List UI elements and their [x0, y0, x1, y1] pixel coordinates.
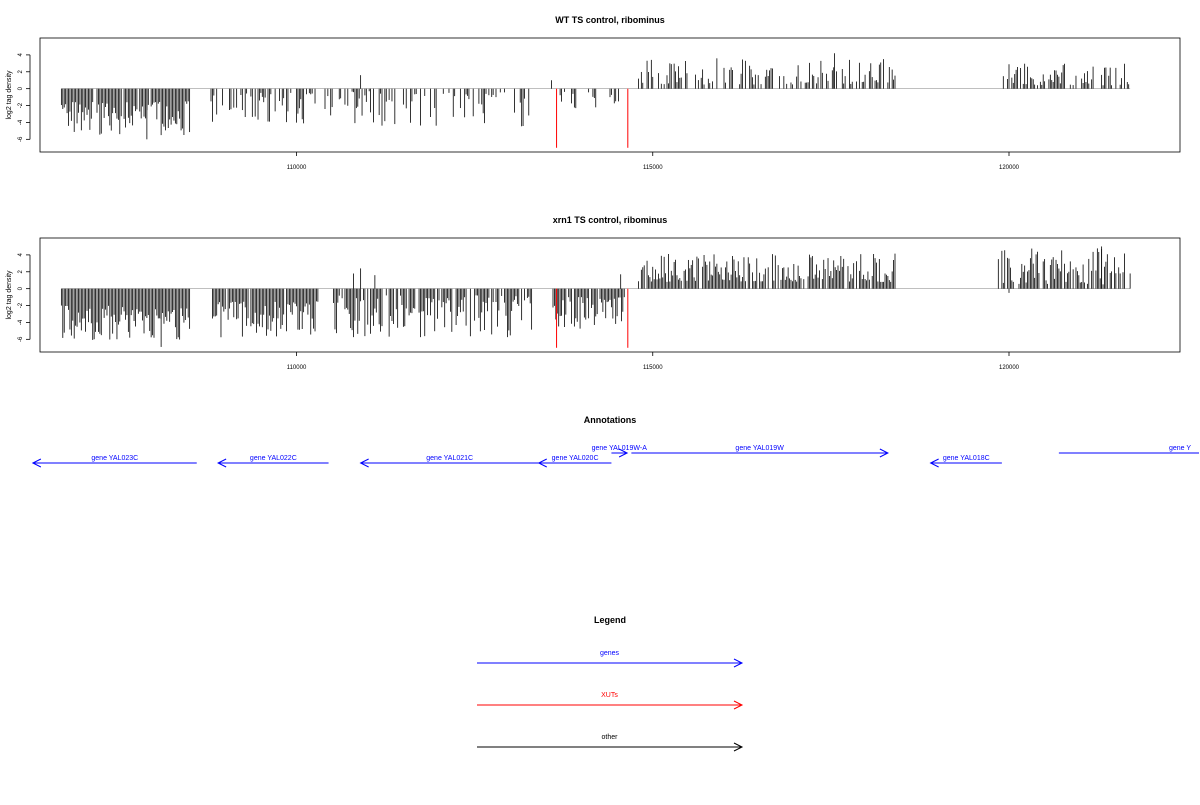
x-tick-label: 110000 — [287, 365, 307, 371]
panel-title: WT TS control, ribominus — [555, 15, 665, 25]
y-tick-label: 0 — [18, 86, 24, 90]
coverage-bars — [60, 53, 1131, 148]
legend-arrow-head — [733, 658, 744, 668]
gene-arrow-head — [217, 458, 227, 468]
y-tick-label: 4 — [18, 253, 24, 257]
x-axis: 110000 115000 120000 — [287, 152, 1020, 171]
panel-title: xrn1 TS control, ribominus — [553, 215, 668, 225]
gene-arrow-head — [929, 458, 939, 468]
x-tick-label: 120000 — [999, 365, 1020, 371]
x-tick-label: 110000 — [287, 165, 307, 171]
annotations-track: Annotations gene YAL023C gene YAL022C gene… — [31, 415, 1199, 468]
gene-annotation: gene YAL018C — [929, 455, 1002, 468]
x-tick-label: 120000 — [999, 165, 1020, 171]
y-tick-label: 2 — [18, 269, 24, 273]
y-axis: -6 -4 -2 0 2 4 — [18, 53, 31, 142]
legend-item-genes: genes — [477, 650, 744, 668]
legend-items: genes XUTs other — [477, 650, 744, 752]
gene-annotation: gene YAL019W — [631, 445, 889, 458]
legend-label: XUTs — [601, 692, 618, 699]
y-tick-label: 4 — [18, 53, 24, 57]
y-tick-label: -4 — [18, 319, 24, 325]
legend-item-xuts: XUTs — [477, 692, 744, 710]
y-tick-label: 0 — [18, 286, 24, 290]
y-axis-label: log2 tag density — [6, 70, 13, 120]
legend-title: Legend — [594, 615, 626, 625]
gene-annotation: gene Y — [1058, 445, 1199, 454]
gene-annotation: gene YAL023C — [31, 455, 197, 468]
gene-annotation: gene YAL021C — [359, 455, 539, 468]
gene-arrows: gene YAL023C gene YAL022C gene YAL021C gene… — [31, 445, 1199, 468]
y-tick-label: -6 — [18, 136, 24, 142]
gene-label: gene YAL022C — [250, 455, 297, 462]
gene-annotation: gene YAL020C — [537, 455, 612, 468]
legend-label: genes — [600, 650, 620, 657]
gene-arrow-head — [537, 458, 547, 468]
gene-label: gene YAL018C — [943, 455, 990, 462]
x-tick-label: 115000 — [643, 365, 663, 371]
gene-annotation: gene YAL019W-A — [592, 445, 648, 458]
legend-arrow-head — [733, 742, 744, 752]
coverage-bars — [60, 246, 1131, 348]
y-tick-label: 2 — [18, 69, 24, 73]
gene-arrow-head — [879, 448, 889, 458]
gene-arrow-head — [618, 448, 629, 458]
y-axis-label: log2 tag density — [6, 270, 13, 320]
panel-xrn1-ts-control: xrn1 TS control, ribominus log2 tag dens… — [6, 215, 1181, 371]
gene-label: gene YAL019W-A — [592, 445, 648, 452]
annotations-title: Annotations — [584, 415, 637, 425]
legend-arrow-head — [733, 700, 744, 710]
gene-label: gene YAL023C — [91, 455, 138, 462]
legend: Legend genes XUTs other — [477, 615, 744, 752]
y-tick-label: -4 — [18, 119, 24, 125]
gene-annotation: gene YAL022C — [217, 455, 329, 468]
gene-label: gene YAL019W — [735, 445, 784, 452]
x-axis: 110000 115000 120000 — [287, 352, 1020, 371]
gene-label: gene YAL020C — [552, 455, 599, 462]
y-tick-label: -2 — [18, 102, 24, 108]
legend-item-other: other — [477, 734, 744, 752]
panel-wt-ts-control: WT TS control, ribominus log2 tag densit… — [6, 15, 1181, 171]
y-tick-label: -6 — [18, 336, 24, 342]
gene-label: gene Y — [1169, 445, 1191, 452]
gene-label: gene YAL021C — [426, 455, 473, 462]
legend-label: other — [602, 734, 619, 741]
gene-arrow-head — [359, 458, 369, 468]
x-tick-label: 115000 — [643, 165, 663, 171]
y-tick-label: -2 — [18, 302, 24, 308]
y-axis: -6 -4 -2 0 2 4 — [18, 253, 31, 342]
plot-frame — [39, 37, 1181, 153]
plot-frame — [39, 237, 1181, 353]
gene-arrow-head — [31, 458, 42, 468]
